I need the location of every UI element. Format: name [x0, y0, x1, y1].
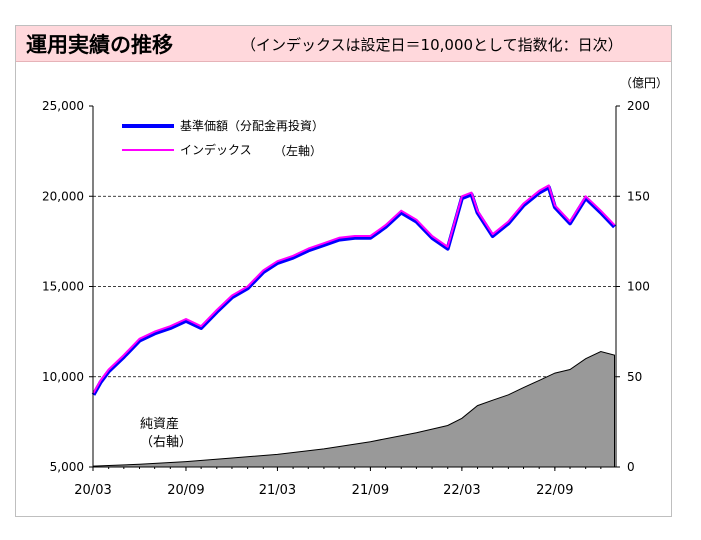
y-right-tick-label: 100 — [627, 280, 650, 294]
y-left-tick-label: 10,000 — [42, 370, 84, 384]
net-assets-axis-note: （右軸） — [140, 435, 192, 450]
y-right-tick-label: 150 — [627, 189, 650, 203]
x-tick-label: 22/03 — [443, 483, 480, 498]
legend-nav-label: 基準価額（分配金再投資） — [180, 118, 324, 133]
legend-index-label: インデックス — [180, 142, 252, 157]
index-line — [92, 184, 616, 394]
y-right-tick-label: 0 — [627, 460, 635, 474]
legend-axis-note: （左軸） — [274, 143, 322, 158]
x-tick-label: 21/03 — [259, 483, 296, 498]
y-left-tick-label: 15,000 — [42, 280, 84, 294]
chart-title: 運用実績の推移 — [26, 33, 173, 57]
net-assets-label: 純資産 — [140, 416, 179, 432]
y-left-tick-label: 25,000 — [42, 99, 84, 113]
chart-subtitle: （インデックスは設定日＝10,000として指数化：日次） — [241, 36, 623, 54]
y-right-unit: （億円） — [620, 76, 668, 90]
net-assets-area — [92, 350, 615, 468]
title-bar: 運用実績の推移 （インデックスは設定日＝10,000として指数化：日次） — [16, 26, 671, 62]
y-left-tick-label: 5,000 — [50, 460, 84, 474]
y-right-tick-label: 50 — [627, 370, 642, 384]
nav-line — [91, 185, 616, 396]
x-tick-label: 20/09 — [167, 483, 204, 498]
x-tick-label: 21/09 — [352, 483, 389, 498]
y-right-tick-label: 200 — [627, 99, 650, 113]
y-left-tick-label: 20,000 — [42, 189, 84, 203]
chart-frame: 運用実績の推移 （インデックスは設定日＝10,000として指数化：日次） — [15, 25, 672, 517]
x-tick-label: 22/09 — [536, 483, 573, 498]
x-tick-label: 20/03 — [74, 483, 111, 498]
